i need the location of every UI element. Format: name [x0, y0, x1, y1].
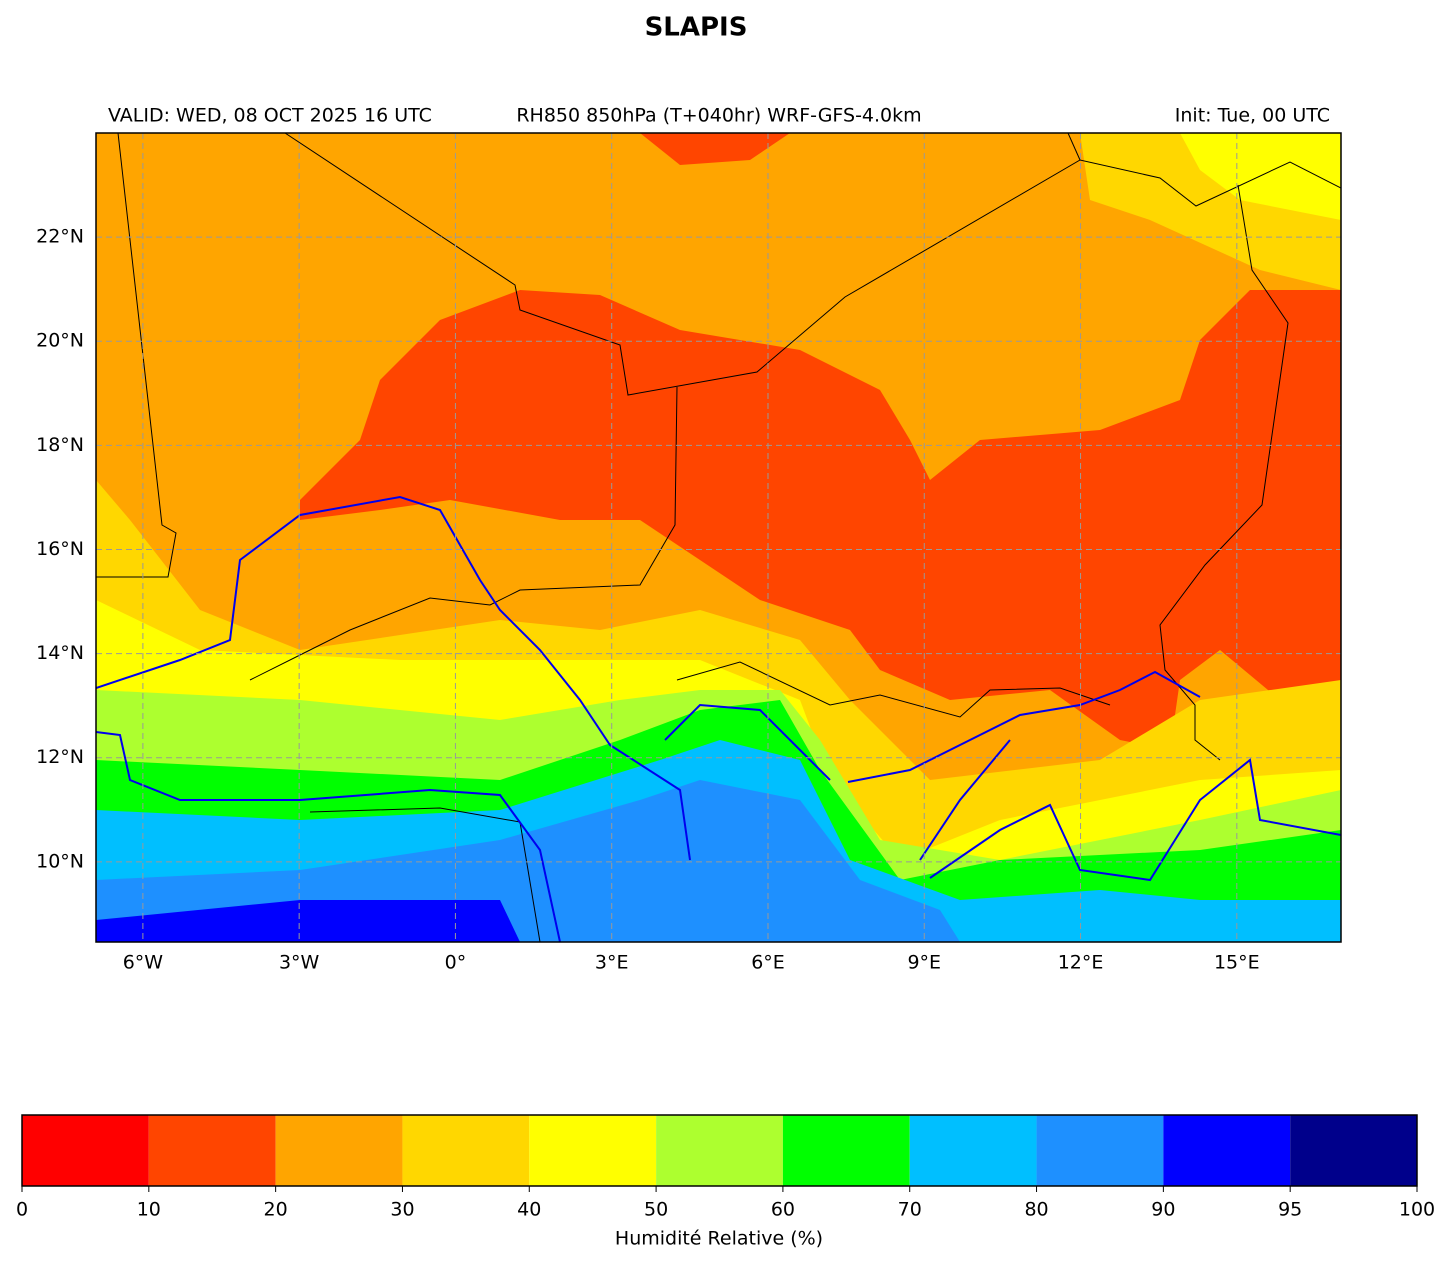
colorbar-segment [402, 1115, 530, 1186]
map-frame [95, 132, 1342, 943]
colorbar-tick-label: 80 [1024, 1199, 1048, 1221]
field-area [640, 133, 790, 165]
colorbar-tick-label: 20 [264, 1199, 288, 1221]
country-border [676, 661, 1111, 718]
country-border [309, 807, 541, 942]
x-tick-label: 15°E [1214, 952, 1260, 974]
subtitle-center: RH850 850hPa (T+040hr) WRF-GFS-4.0km [516, 105, 921, 127]
colorbar-segment [1290, 1115, 1417, 1186]
colorbar-tick-label: 70 [898, 1199, 922, 1221]
colorbar-tick-label: 40 [517, 1199, 541, 1221]
country-border [1067, 133, 1081, 161]
colorbar-segment [1036, 1115, 1164, 1186]
colorbar-tick-label: 90 [1151, 1199, 1175, 1221]
colorbar-segment [148, 1115, 276, 1186]
river [96, 731, 561, 942]
country-border [96, 133, 177, 578]
subtitle-right: Init: Tue, 00 UTC [1175, 105, 1330, 127]
colorbar-tick-label: 10 [137, 1199, 161, 1221]
colorbar-segment [22, 1115, 149, 1186]
colorbar-tick-label: 30 [390, 1199, 414, 1221]
field-area [96, 900, 520, 942]
river [664, 703, 831, 781]
colorbar-segment [909, 1115, 1037, 1186]
x-tick-label: 3°E [595, 952, 629, 974]
colorbar-segment [1163, 1115, 1291, 1186]
humidity-field [96, 133, 1341, 942]
country-border [284, 133, 1341, 396]
y-tick-label: 14°N [36, 642, 84, 664]
river [919, 739, 1011, 861]
colorbar-tick-label: 95 [1278, 1199, 1302, 1221]
colorbar-tick-label: 100 [1399, 1199, 1435, 1221]
y-tick-label: 10°N [36, 850, 84, 872]
subtitle-left: VALID: WED, 08 OCT 2025 16 UTC [108, 105, 432, 127]
y-tick-label: 22°N [36, 226, 84, 248]
colorbar-frame [21, 1114, 1418, 1187]
colorbar-segment [275, 1115, 403, 1186]
colorbar-segment [529, 1115, 657, 1186]
x-tick-label: 12°E [1058, 952, 1104, 974]
title: SLAPIS [645, 13, 748, 43]
colorbar-tick-label: 50 [644, 1199, 668, 1221]
x-tick-label: 6°W [123, 952, 164, 974]
colorbar-segment [656, 1115, 783, 1186]
colorbar-tick-label: 0 [16, 1199, 28, 1221]
river [96, 495, 691, 861]
y-tick-label: 18°N [36, 434, 84, 456]
country-border [1159, 184, 1289, 761]
x-tick-label: 3°W [279, 952, 320, 974]
y-tick-label: 20°N [36, 330, 84, 352]
y-tick-label: 12°N [36, 746, 84, 768]
x-tick-label: 6°E [751, 952, 785, 974]
colorbar-label: Humidité Relative (%) [615, 1228, 823, 1250]
x-tick-label: 9°E [907, 952, 941, 974]
field-area [1180, 133, 1341, 220]
colorbar-tick-label: 60 [771, 1199, 795, 1221]
country-border [249, 386, 678, 681]
colorbar-segment [782, 1115, 910, 1186]
river [929, 758, 1341, 882]
river [847, 670, 1201, 783]
y-tick-label: 16°N [36, 538, 84, 560]
x-tick-label: 0° [445, 952, 467, 974]
